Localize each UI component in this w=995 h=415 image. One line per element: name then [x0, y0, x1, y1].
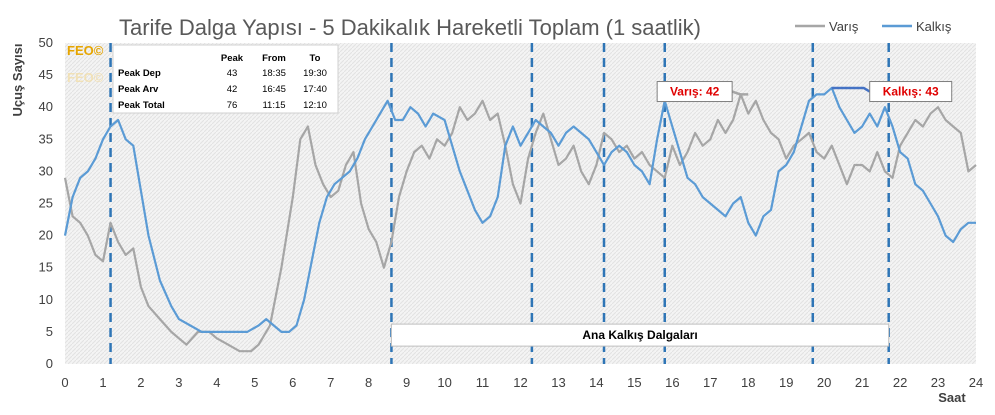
x-tick-label: 2	[137, 375, 144, 390]
x-tick-label: 8	[365, 375, 372, 390]
x-tick-label: 19	[779, 375, 793, 390]
y-tick-label: 20	[39, 228, 53, 243]
x-tick-label: 12	[513, 375, 527, 390]
x-tick-label: 7	[327, 375, 334, 390]
callout-box	[656, 81, 733, 103]
x-tick-label: 18	[741, 375, 755, 390]
y-tick-label: 45	[39, 67, 53, 82]
peak-table-cell: 16:45	[262, 84, 286, 95]
y-tick-label: 15	[39, 260, 53, 275]
x-tick-label: 5	[251, 375, 258, 390]
x-tick-label: 9	[403, 375, 410, 390]
x-tick-label: 10	[437, 375, 451, 390]
callout-label: Kalkış: 43	[883, 85, 939, 99]
x-tick-label: 3	[175, 375, 182, 390]
peak-table-header-peak: Peak	[221, 53, 244, 64]
peak-table-cell: 76	[227, 100, 238, 111]
y-axis-ticks: 0 5 10 15 20 25 30 35 40 45 50	[39, 35, 53, 371]
peak-table-cell: 43	[227, 68, 238, 79]
band-label: Ana Kalkış Dalgaları	[582, 328, 697, 342]
y-axis-label: Uçuş Sayısı	[10, 44, 25, 117]
x-tick-label: 11	[476, 375, 490, 390]
legend-label-varis: Varış	[829, 19, 859, 34]
y-tick-label: 30	[39, 163, 53, 178]
series-group	[63, 86, 977, 353]
legend: Varış Kalkış	[795, 19, 952, 34]
x-axis-ticks: 0 1 2 3 4 5 6 7 8 9 10 11 12 13 14 15 16 17 18 19 20 21 22 23 24	[61, 375, 983, 390]
x-tick-label: 16	[665, 375, 679, 390]
x-tick-label: 17	[703, 375, 717, 390]
y-tick-label: 5	[46, 324, 53, 339]
y-tick-label: 35	[39, 131, 53, 146]
peak-table-row-label: Peak Total	[118, 100, 165, 111]
peak-table-header-from: From	[262, 53, 286, 64]
callout-connector	[831, 86, 871, 93]
peak-table-cell: 12:10	[303, 100, 327, 111]
x-tick-label: 13	[551, 375, 565, 390]
peak-table-cell: 17:40	[303, 84, 327, 95]
peak-table-cell: 42	[227, 84, 238, 95]
peak-table-cell: 11:15	[262, 100, 285, 111]
callout-connector	[731, 90, 749, 96]
peak-table-cell: 18:35	[262, 68, 286, 79]
x-tick-label: 0	[61, 375, 68, 390]
peak-table-cell: 19:30	[303, 68, 327, 79]
x-tick-label: 4	[213, 375, 220, 390]
legend-label-kalkis: Kalkış	[916, 19, 952, 34]
peak-table-row-label: Peak Dep	[118, 68, 161, 79]
x-tick-label: 22	[893, 375, 907, 390]
x-tick-label: 20	[817, 375, 831, 390]
y-tick-label: 25	[39, 196, 53, 211]
x-tick-label: 23	[931, 375, 945, 390]
y-tick-label: 10	[39, 292, 53, 307]
watermark-logo-faded: FEO©	[67, 70, 104, 85]
x-tick-label: 1	[99, 375, 106, 390]
x-axis-label: Saat	[938, 390, 966, 405]
band: Ana Kalkış Dalgaları	[390, 323, 890, 347]
x-tick-label: 21	[855, 375, 869, 390]
peak-table-box	[112, 44, 339, 114]
peak-table: Peak From To Peak Dep 43 18:35 19:30 Pea…	[112, 44, 339, 114]
chart-title: Tarife Dalga Yapısı - 5 Dakikalık Hareke…	[119, 15, 701, 40]
watermark-logo: FEO©	[67, 43, 104, 58]
y-tick-label: 50	[39, 35, 53, 50]
callout-box	[869, 81, 953, 103]
peak-table-header-to: To	[310, 53, 321, 64]
x-tick-label: 6	[289, 375, 296, 390]
callout-label: Varış: 42	[670, 85, 720, 99]
callouts: Varış: 42 Kalkış: 43	[656, 81, 953, 103]
x-tick-label: 14	[589, 375, 603, 390]
y-tick-label: 0	[46, 356, 53, 371]
x-tick-label: 24	[969, 375, 983, 390]
peak-table-row-label: Peak Arv	[118, 84, 159, 95]
x-tick-label: 15	[627, 375, 641, 390]
y-tick-label: 40	[39, 99, 53, 114]
series-line-kalkis	[63, 86, 976, 333]
band-box	[390, 323, 890, 347]
